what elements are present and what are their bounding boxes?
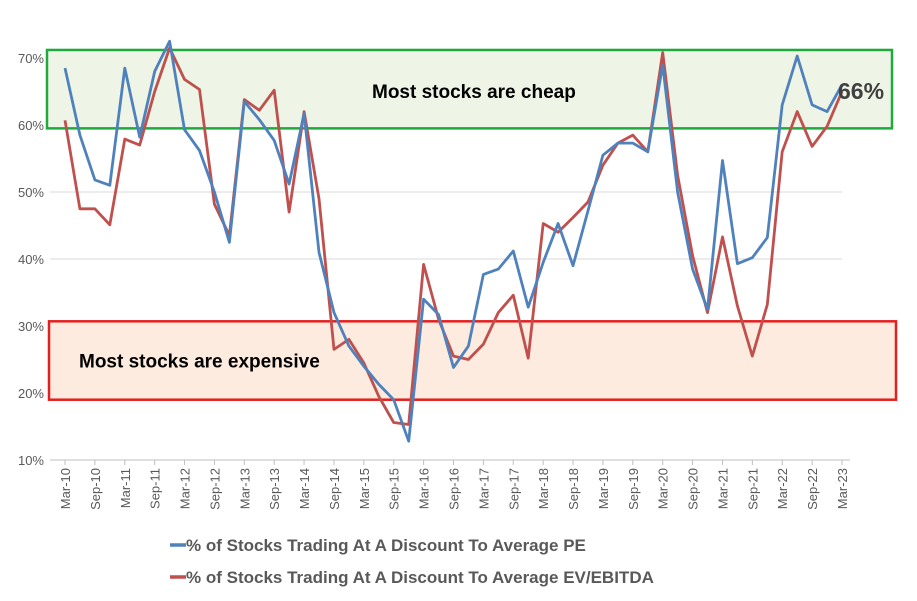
x-tick-label: Mar-21: [715, 468, 730, 509]
zone-bands: Most stocks are cheap Most stocks are exp…: [45, 48, 898, 401]
x-tick-label: Mar-15: [357, 468, 372, 509]
x-tick-label: Sep-15: [387, 468, 402, 510]
pe-series-line: [63, 39, 844, 443]
x-tick-label: Sep-14: [327, 468, 342, 510]
x-tick-label: Sep-20: [686, 468, 701, 510]
y-tick-label: 30%: [18, 319, 44, 334]
x-tick-label: Sep-17: [506, 468, 521, 510]
x-tick-label: Sep-16: [447, 468, 462, 510]
legend: % of Stocks Trading At A Discount To Ave…: [170, 536, 654, 587]
x-tick-label: Mar-10: [58, 468, 73, 509]
x-tick-label: Sep-21: [745, 468, 760, 510]
expensive-zone-label: Most stocks are expensive: [79, 351, 320, 372]
x-tick-label: Mar-23: [835, 468, 850, 509]
x-tick-label: Mar-17: [476, 468, 491, 509]
x-tick-label: Mar-18: [536, 468, 551, 509]
x-tick-label: Sep-22: [805, 468, 820, 510]
y-tick-label: 40%: [18, 252, 44, 267]
cheap-zone-label: Most stocks are cheap: [372, 82, 576, 103]
series-lines: [63, 39, 844, 443]
ev-ebitda-series-line: [63, 46, 844, 426]
y-tick-label: 60%: [18, 118, 44, 133]
x-tick-label: Mar-11: [118, 468, 133, 508]
x-tick-label: Sep-11: [148, 468, 163, 509]
x-tick-label: Mar-14: [297, 468, 312, 509]
x-tick-label: Mar-13: [237, 468, 252, 509]
x-tick-label: Mar-20: [656, 468, 671, 509]
y-tick-label: 10%: [18, 453, 44, 468]
x-tick-label: Mar-12: [178, 468, 193, 509]
pe-legend-label: % of Stocks Trading At A Discount To Ave…: [186, 536, 586, 555]
x-tick-label: Mar-16: [417, 468, 432, 509]
x-tick-label: Sep-13: [267, 468, 282, 510]
x-tick-label: Sep-18: [566, 468, 581, 510]
expensive-zone-band: [47, 320, 898, 401]
y-axis: 10% 20% 30% 40% 50% 60% 70%: [18, 51, 44, 468]
y-tick-label: 50%: [18, 185, 44, 200]
x-axis: Mar-10 Sep-10 Mar-11 Sep-11 Mar-12 Sep-12 Mar-…: [50, 459, 850, 510]
ev-ebitda-legend-label: % of Stocks Trading At A Discount To Ave…: [186, 568, 654, 587]
x-tick-label: Mar-19: [596, 468, 611, 509]
x-tick-label: Sep-12: [207, 468, 222, 510]
x-tick-label: Sep-19: [626, 468, 641, 510]
end-value-label: 66%: [838, 78, 884, 104]
y-tick-label: 70%: [18, 51, 44, 66]
y-tick-label: 20%: [18, 386, 44, 401]
x-tick-label: Sep-10: [88, 468, 103, 510]
x-tick-label: Mar-22: [775, 468, 790, 509]
cheap-zone-band: [45, 48, 894, 130]
